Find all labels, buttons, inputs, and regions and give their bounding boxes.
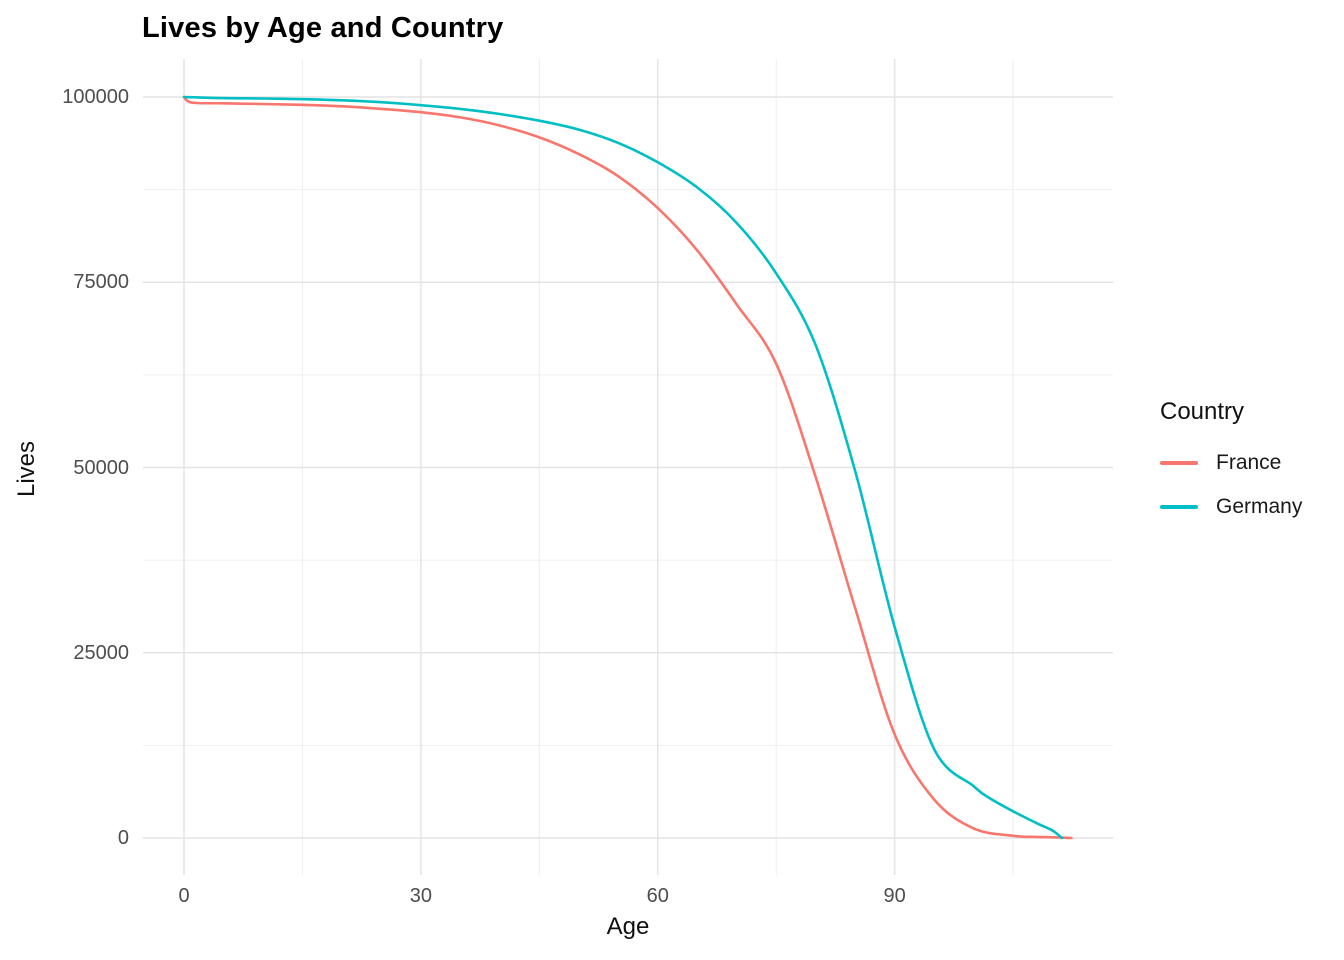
- legend: Country France Germany: [1160, 397, 1302, 519]
- legend-item-france: France: [1160, 451, 1302, 475]
- legend-item-germany: Germany: [1160, 495, 1302, 519]
- y-tick-label: 75000: [73, 271, 129, 294]
- x-tick-label: 90: [883, 885, 906, 907]
- chart-title: Lives by Age and Country: [142, 12, 504, 44]
- france-line: [182, 95, 1073, 840]
- x-axis-title: Age: [606, 913, 650, 940]
- legend-key-line-germany: [1160, 505, 1198, 509]
- x-tick-label: 60: [646, 885, 669, 907]
- legend-label: France: [1216, 451, 1282, 474]
- y-tick-label: 0: [117, 827, 129, 849]
- x-tick-label: 0: [178, 885, 190, 907]
- y-tick-label: 50000: [73, 456, 129, 479]
- y-tick-label: 25000: [73, 641, 129, 664]
- x-tick-label: 30: [409, 885, 432, 907]
- y-tick-label: 100000: [62, 86, 129, 108]
- legend-title: Country: [1160, 398, 1245, 425]
- legend-key-line-france: [1160, 461, 1198, 465]
- legend-items: France Germany: [1160, 451, 1302, 519]
- germany-line: [182, 95, 1064, 840]
- plot-area: [143, 59, 1113, 875]
- legend-label: Germany: [1216, 495, 1303, 518]
